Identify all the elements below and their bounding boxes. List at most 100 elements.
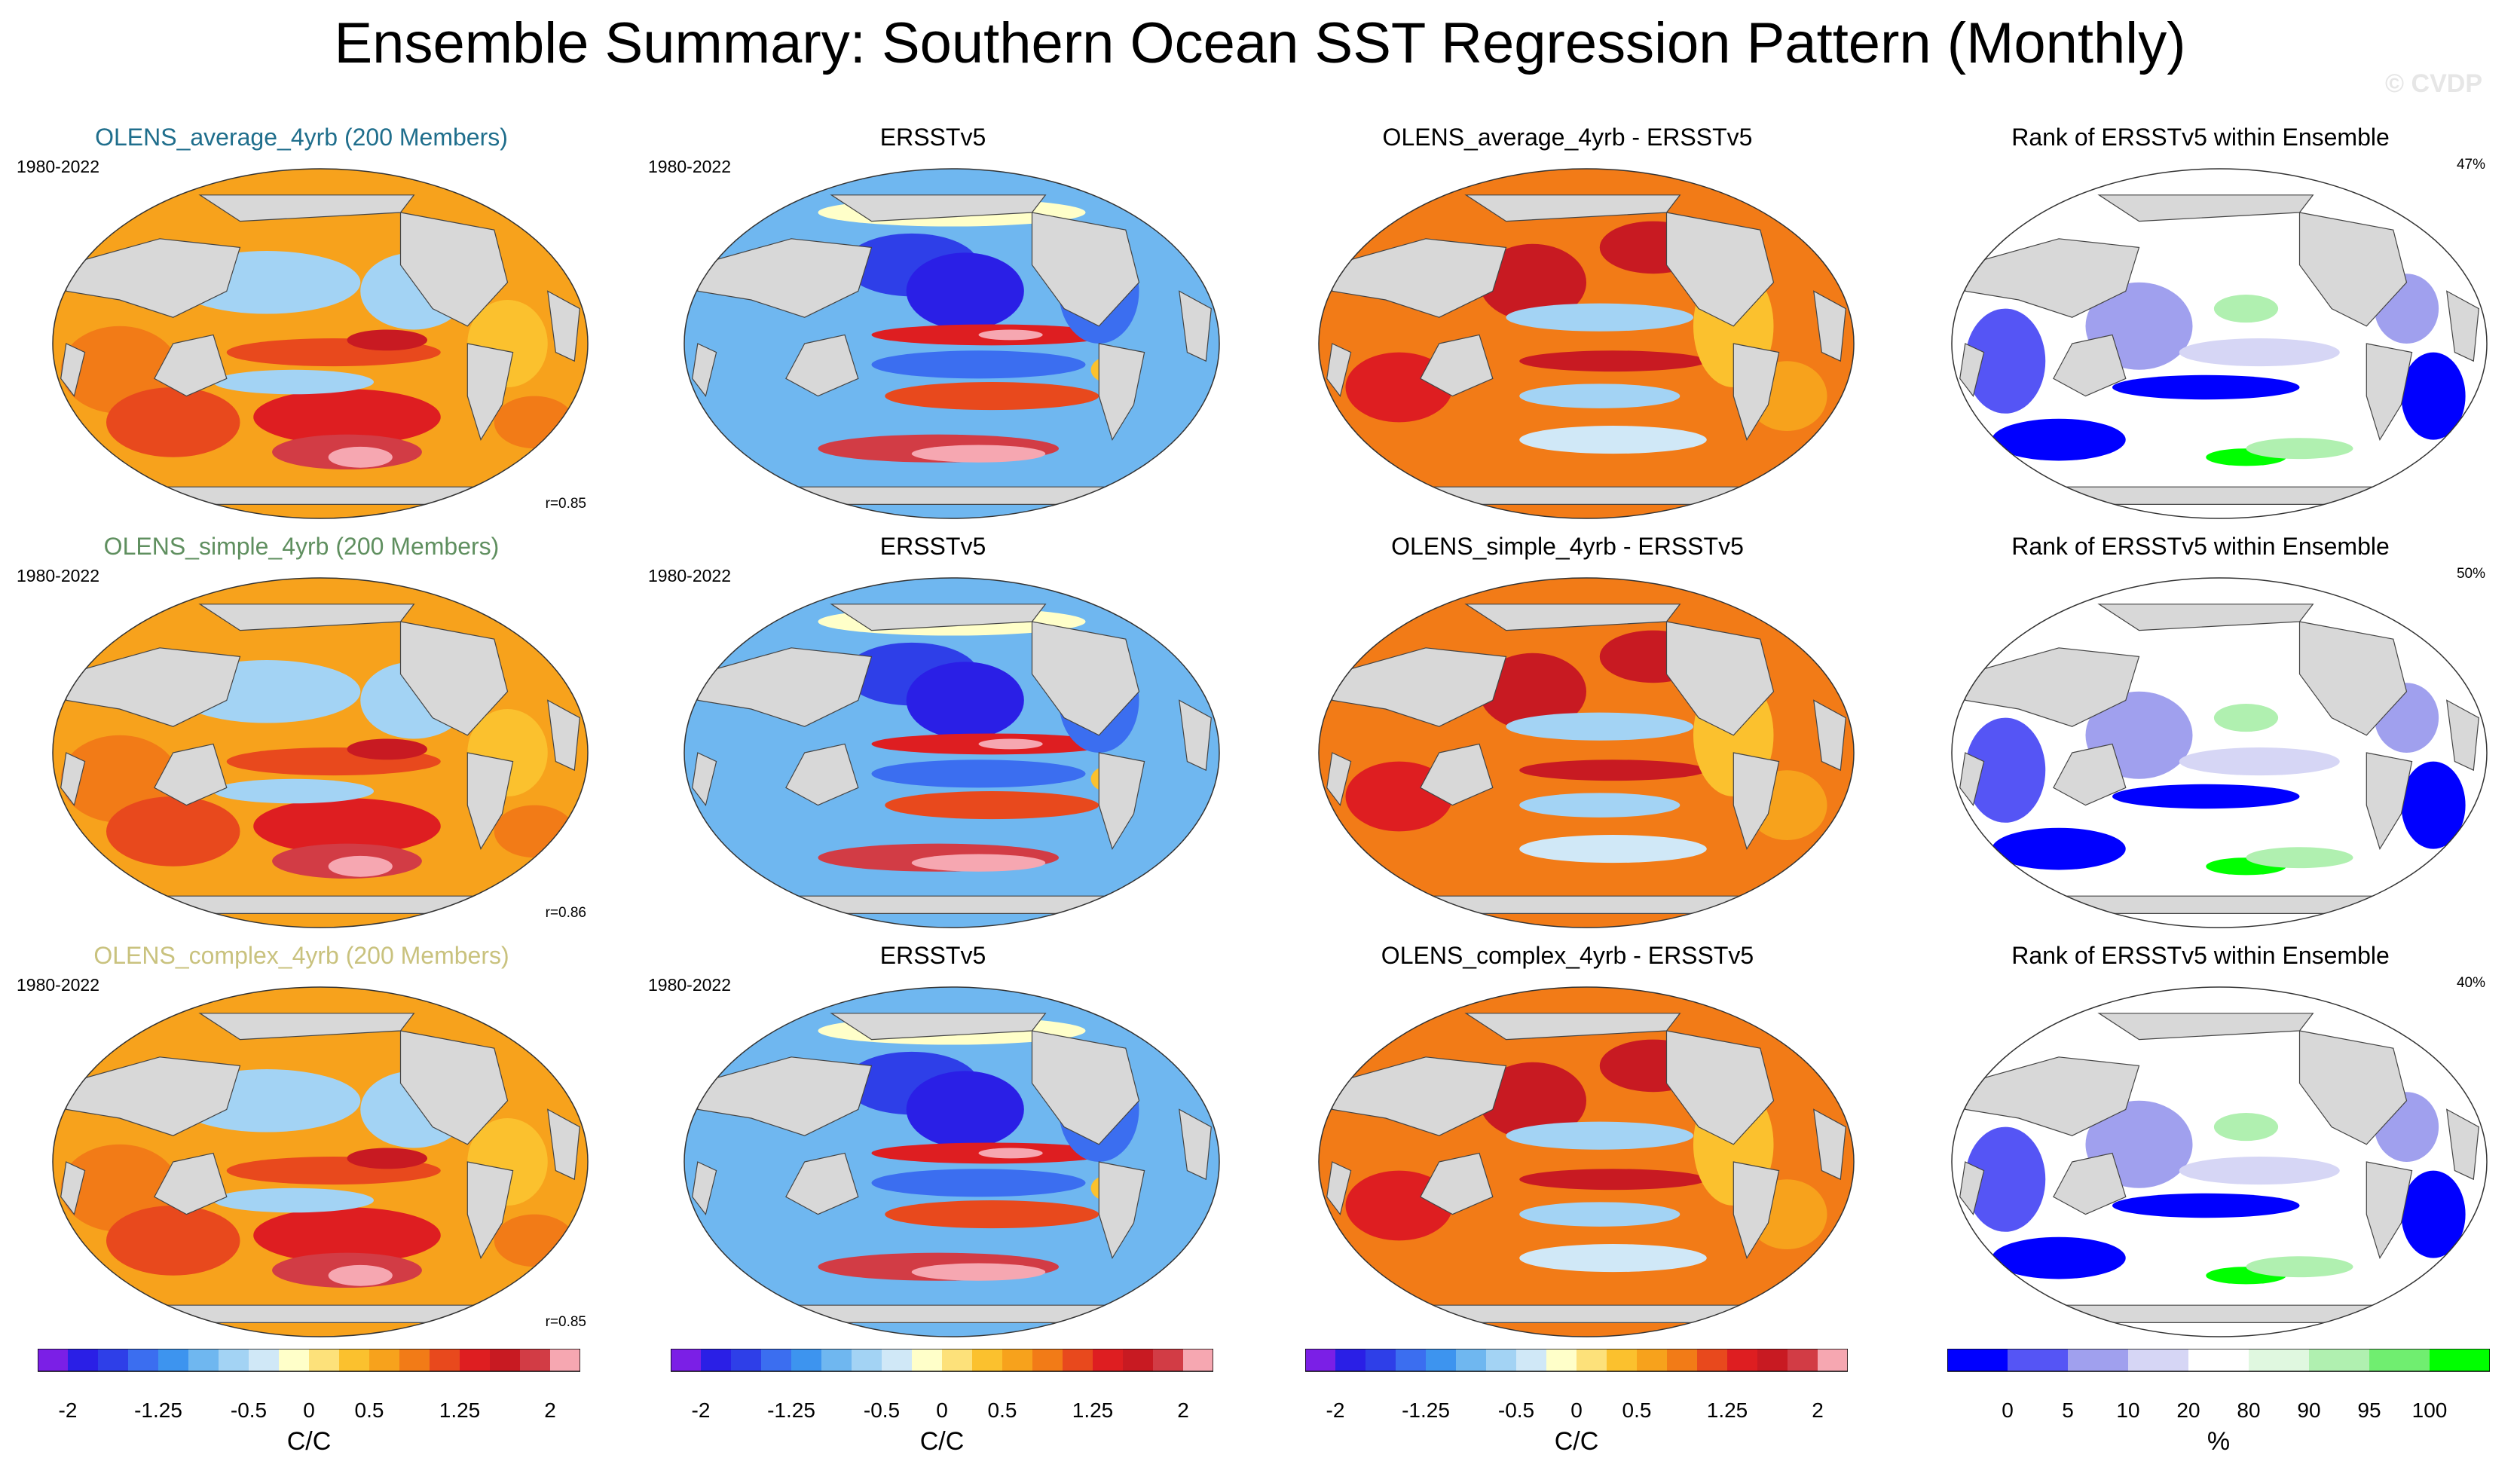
field-anomaly-3 [978, 738, 1043, 750]
field-anomaly-4 [1519, 793, 1681, 818]
landmass-7 [692, 343, 717, 397]
field-anomaly-3 [978, 329, 1043, 341]
colorbar-swatch-7 [249, 1349, 280, 1371]
field-anomaly-2 [253, 389, 441, 445]
field-anomaly-5 [1519, 835, 1707, 863]
colorbar-swatch-10 [1607, 1349, 1638, 1371]
landmass-0 [1965, 1056, 2140, 1136]
field-anomaly-4 [871, 760, 1086, 788]
landmass-2 [1031, 621, 1140, 736]
colorbar-swatch-9 [942, 1349, 973, 1371]
panel-ensemble-mean-row2: OLENS_simple_4yrb (200 Members) 1980-202… [8, 530, 595, 940]
colorbar-tick-label: 1.25 [439, 1398, 481, 1422]
landmass-7 [1959, 343, 1985, 397]
panel-rank-row2: Rank of ERSSTv5 within Ensemble 50% [1907, 530, 2494, 940]
landmass-6 [1179, 290, 1212, 362]
colorbar-swatch-12 [1667, 1349, 1698, 1371]
field-anomaly-3 [1519, 1169, 1707, 1191]
colorbar-swatch-7 [2369, 1349, 2430, 1371]
field-anomaly-5 [1519, 426, 1707, 454]
colorbar-swatch-16 [1788, 1349, 1818, 1371]
period-label: 1980-2022 [648, 566, 731, 585]
figure-title: Ensemble Summary: Southern Ocean SST Reg… [334, 11, 2186, 75]
colorbar-swatch-5 [1456, 1349, 1487, 1371]
field-anomaly-3 [978, 1148, 1043, 1159]
field-anomaly-4 [328, 855, 393, 877]
colorbar-swatch-4 [791, 1349, 822, 1371]
field-anomaly-9 [213, 778, 374, 804]
colorbar-tick-label: -1.25 [134, 1398, 182, 1422]
field-anomaly-2 [1506, 1121, 1693, 1150]
field-anomaly-2 [253, 1207, 441, 1264]
field-anomaly-11 [494, 396, 575, 449]
period-label: 1980-2022 [17, 157, 99, 176]
field-anomaly-7 [2401, 761, 2466, 849]
field-anomaly-8 [347, 738, 427, 760]
field-anomaly-1 [906, 252, 1024, 330]
pattern-correlation: r=0.85 [545, 1314, 586, 1330]
difference-title: OLENS_average_4yrb - ERSSTv5 [1382, 124, 1753, 151]
map-border [1951, 577, 2488, 928]
colorbar-swatch-0 [671, 1349, 702, 1371]
landmass-3 [2366, 343, 2413, 442]
landmass-0 [66, 647, 241, 727]
colorbar-tick-label: 2 [1177, 1398, 1189, 1422]
landmass-7 [692, 752, 717, 806]
landmass-2 [399, 621, 509, 736]
field-anomaly-2 [1506, 712, 1693, 741]
difference-map [1318, 986, 1855, 1337]
colorbar-swatch-6 [219, 1349, 249, 1371]
map-border [684, 986, 1220, 1337]
colorbar-swatch-7 [1516, 1349, 1547, 1371]
colorbar-swatch-13 [430, 1349, 460, 1371]
field-anomaly-5 [885, 1200, 1099, 1229]
field-anomaly-1 [1992, 1236, 2126, 1279]
field-anomaly-1 [906, 1071, 1024, 1148]
colorbar-swatch-0 [1305, 1349, 1336, 1371]
colorbar-swatch-17 [1818, 1349, 1848, 1371]
field-anomaly-9 [213, 369, 374, 395]
landmass-1 [2053, 743, 2127, 806]
field-anomaly-3 [1519, 350, 1707, 372]
ensemble-title: OLENS_average_4yrb (200 Members) [95, 124, 508, 151]
field-anomaly-3 [1519, 760, 1707, 781]
landmass-3 [2366, 1161, 2413, 1260]
landmass-3 [1732, 752, 1780, 851]
landmass-1 [1420, 334, 1494, 397]
landmass-1 [154, 1152, 228, 1215]
colorbar-tick-label: -0.5 [1497, 1398, 1535, 1422]
landmass-1 [2053, 334, 2127, 397]
map-field [684, 578, 1219, 928]
observations-map [684, 577, 1220, 928]
field-anomaly-3 [2112, 1193, 2300, 1218]
panel-difference-row1: OLENS_average_4yrb - ERSSTv5 [1274, 121, 1861, 531]
field-anomaly-7 [2401, 352, 2466, 440]
colorbar-swatch-16 [1153, 1349, 1184, 1371]
landmass-4 [2097, 194, 2314, 222]
field-anomaly-4 [2179, 1157, 2340, 1185]
field-anomaly-1 [906, 662, 1024, 739]
colorbar-tick-label: 5 [2062, 1398, 2074, 1422]
difference-title: OLENS_simple_4yrb - ERSSTv5 [1391, 533, 1744, 560]
landmass-0 [1332, 238, 1507, 318]
colorbar-regression-2: C/C -2 -1.25 -0.5 0 0.5 1.25 2 [671, 1349, 1289, 1456]
colorbar-tick-label: -2 [58, 1398, 78, 1422]
field-anomaly-1 [1992, 418, 2126, 461]
colorbar-swatch-2 [1366, 1349, 1396, 1371]
colorbar-tick-label: 1.25 [1072, 1398, 1114, 1422]
map-field [1319, 169, 1854, 518]
colorbar-swatch-0 [38, 1349, 69, 1371]
map-field [684, 987, 1219, 1337]
landmass-6 [547, 699, 580, 772]
field-anomaly-1 [1992, 827, 2126, 870]
landmass-7 [1326, 752, 1352, 806]
field-anomaly-4 [1519, 384, 1681, 408]
field-anomaly-0 [1965, 308, 2046, 414]
colorbar-swatch-12 [1032, 1349, 1063, 1371]
landmass-1 [785, 1152, 859, 1215]
landmass-3 [1098, 752, 1145, 851]
colorbar-swatches [1305, 1349, 1848, 1372]
field-anomaly-1 [1479, 243, 1586, 321]
field-anomaly-7 [911, 445, 1046, 463]
colorbar-swatch-14 [460, 1349, 491, 1371]
